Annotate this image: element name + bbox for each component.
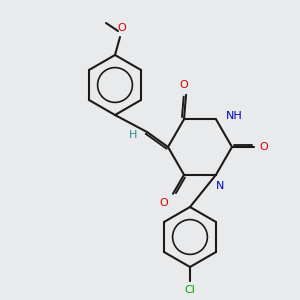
Text: H: H <box>129 130 137 140</box>
Text: O: O <box>259 142 268 152</box>
Text: O: O <box>180 80 188 90</box>
Text: O: O <box>159 198 168 208</box>
Text: Cl: Cl <box>184 285 195 295</box>
Text: NH: NH <box>226 111 243 121</box>
Text: O: O <box>118 23 126 33</box>
Text: N: N <box>216 181 224 191</box>
